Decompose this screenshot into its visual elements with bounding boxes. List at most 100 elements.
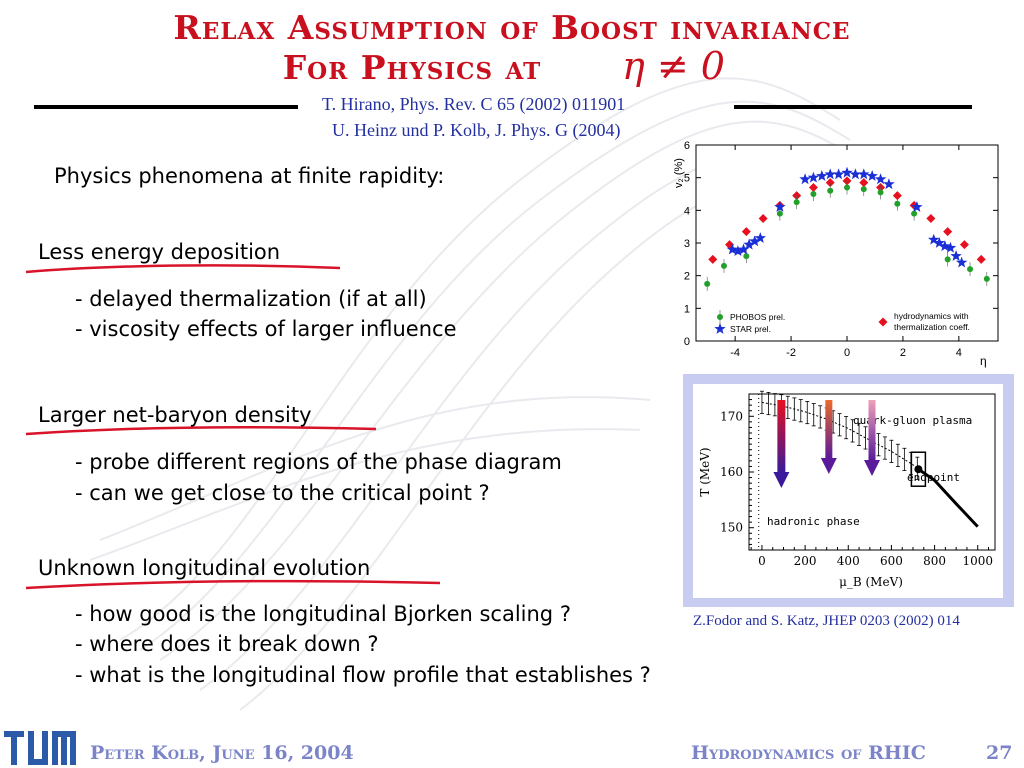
- x-tick-label: 0: [844, 347, 850, 359]
- arrow-shaft: [777, 400, 786, 472]
- data-point: [720, 262, 727, 269]
- data-point: [749, 235, 761, 247]
- bullet-text: - delayed thermalization (if at all): [75, 287, 427, 311]
- data-point: [810, 191, 817, 197]
- data-point: [860, 186, 867, 193]
- data-point: [743, 253, 750, 260]
- data-point: [894, 200, 901, 207]
- slide-title-line1: Relax Assumption of Boost invariance: [173, 8, 851, 47]
- crossover-line: [761, 401, 919, 470]
- x-tick-label: 600: [880, 554, 903, 568]
- phase-diagram-caption: Z.Fodor and S. Katz, JHEP 0203 (2002) 01…: [693, 613, 960, 629]
- data-point: [877, 189, 884, 196]
- x-axis-label: η: [980, 354, 987, 368]
- data-point: [824, 168, 836, 180]
- reference-heinz-kolb: U. Heinz und P. Kolb, J. Phys. G (2004): [332, 120, 621, 140]
- arrow-head: [820, 458, 837, 474]
- legend-marker: [717, 314, 723, 320]
- data-point: [704, 280, 711, 287]
- data-point: [858, 168, 870, 180]
- heading-underline: [25, 579, 441, 590]
- y-tick-label: 4: [684, 205, 690, 217]
- x-tick-label: 4: [956, 347, 962, 359]
- data-point: [911, 210, 918, 217]
- tum-logo: [4, 731, 76, 765]
- arrow-shaft: [868, 400, 876, 460]
- data-point: [732, 245, 744, 256]
- x-tick-label: 800: [923, 554, 946, 568]
- data-point: [832, 168, 845, 180]
- legend-label: PHOBOS prel.: [730, 312, 785, 322]
- intro-text: Physics phenomena at finite rapidity:: [54, 164, 445, 188]
- first-order-line: [917, 467, 979, 528]
- data-point: [892, 191, 902, 201]
- y-tick-label: 1: [684, 303, 690, 315]
- data-point: [743, 238, 755, 250]
- x-tick-label: -2: [786, 347, 796, 359]
- data-point: [708, 254, 718, 264]
- arrow-head: [773, 472, 790, 488]
- data-point: [799, 173, 811, 185]
- endpoint-dot: [914, 465, 923, 474]
- data-point: [827, 187, 834, 194]
- data-point: [926, 214, 936, 223]
- data-point: [983, 275, 990, 282]
- annotation-qgp: quark-gluon plasma: [853, 414, 972, 427]
- x-tick-label: 200: [794, 554, 817, 568]
- data-point: [928, 233, 940, 245]
- legend-marker: [714, 323, 726, 334]
- title-rule-left: [34, 105, 298, 109]
- y-axis-label: v₂ (%): [673, 158, 685, 188]
- y-tick-label: 150: [720, 521, 743, 535]
- x-tick-label: 0: [758, 554, 766, 568]
- data-point: [844, 184, 850, 191]
- x-tick-label: 1000: [962, 554, 993, 568]
- bullet-text: - can we get close to the critical point…: [75, 481, 490, 505]
- heading-underline: [25, 264, 341, 274]
- bullet-text: - probe different regions of the phase d…: [75, 450, 562, 474]
- data-point: [758, 214, 768, 223]
- y-tick-label: 6: [684, 140, 690, 152]
- data-point: [976, 254, 986, 264]
- annotation-endpoint: endpoint: [907, 471, 960, 484]
- data-point: [933, 237, 945, 248]
- legend-label: hydrodynamics with: [894, 311, 969, 321]
- footer-author-date: Peter Kolb, June 16, 2004: [90, 742, 354, 764]
- data-point: [816, 170, 828, 181]
- data-point: [825, 178, 835, 188]
- y-tick-label: 5: [684, 173, 690, 185]
- bullet-text: - what is the longitudinal flow profile …: [75, 663, 651, 687]
- y-tick-label: 0: [684, 336, 690, 348]
- data-point: [944, 241, 957, 253]
- page-number: 27: [986, 742, 1013, 764]
- x-axis-label: μ_B (MeV): [839, 575, 903, 589]
- data-point: [841, 166, 853, 178]
- data-point: [776, 210, 783, 217]
- y-tick-label: 3: [684, 238, 690, 250]
- arrow-shaft: [825, 400, 833, 458]
- bullet-text: - how good is the longitudinal Bjorken s…: [75, 602, 571, 626]
- x-tick-label: -4: [730, 347, 740, 359]
- data-point: [741, 227, 751, 237]
- data-point: [943, 227, 953, 237]
- data-point: [793, 199, 800, 206]
- bullet-text: - where does it break down ?: [75, 632, 379, 656]
- title-rule-right: [734, 105, 972, 109]
- data-point: [726, 243, 739, 255]
- data-point: [939, 240, 951, 252]
- slide-title-line2: For Physics at: [282, 48, 542, 87]
- y-tick-label: 160: [720, 465, 743, 479]
- section-heading-energy: Less energy deposition: [38, 240, 281, 264]
- bullet-text: - viscosity effects of larger influence: [75, 317, 457, 341]
- data-point: [774, 201, 786, 212]
- section-heading-baryon: Larger net-baryon density: [38, 403, 312, 427]
- data-point: [754, 232, 766, 243]
- v2-vs-eta-chart: 0 1 2 3 4 5 6 -4 -2 0 2 4 η v₂ (%) PHOBOS prel. STAR pr…: [673, 140, 999, 368]
- x-tick-label: 2: [900, 347, 906, 359]
- data-point: [874, 173, 887, 185]
- x-tick-label: 400: [837, 554, 860, 568]
- y-axis-label: T (MeV): [698, 447, 712, 496]
- y-tick-label: 2: [684, 271, 690, 283]
- data-point: [959, 240, 969, 250]
- section-heading-longitudinal: Unknown longitudinal evolution: [38, 556, 371, 580]
